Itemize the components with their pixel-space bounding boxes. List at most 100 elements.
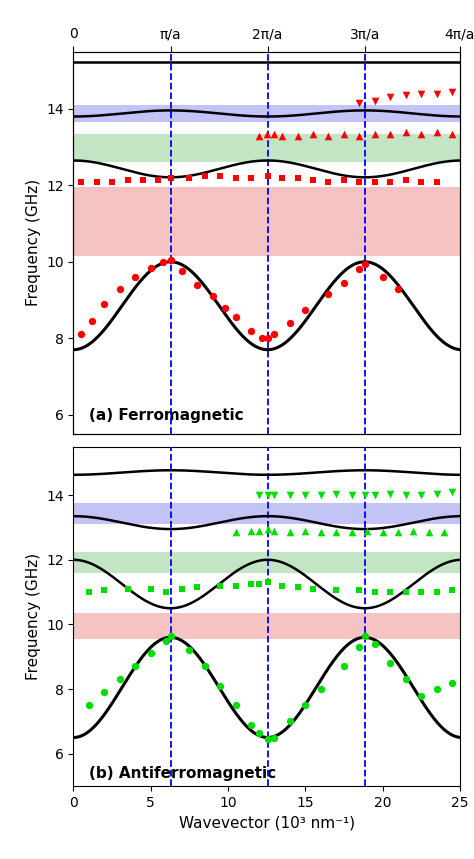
Point <box>361 488 369 502</box>
Point <box>264 732 272 746</box>
Point <box>178 582 185 596</box>
Point <box>232 698 239 712</box>
Point <box>433 682 440 696</box>
Point <box>332 487 340 501</box>
Point <box>255 577 263 591</box>
Point <box>167 253 174 267</box>
Point <box>116 673 124 686</box>
Point <box>340 127 347 141</box>
Point <box>232 526 239 539</box>
Point <box>232 310 239 324</box>
Point <box>317 526 325 539</box>
Point <box>217 169 224 183</box>
Point <box>402 673 410 686</box>
Point <box>340 660 347 673</box>
Point <box>247 524 255 538</box>
Point <box>309 127 317 141</box>
Point <box>167 629 174 643</box>
Point <box>410 524 417 538</box>
Point <box>402 88 410 102</box>
Point <box>286 488 293 502</box>
Point <box>394 282 402 295</box>
Point <box>340 173 347 186</box>
Point <box>264 332 272 345</box>
Point <box>386 585 394 599</box>
Point <box>417 585 425 599</box>
Point <box>309 582 317 596</box>
Point <box>167 171 174 185</box>
Point <box>232 579 239 593</box>
Point <box>247 324 255 338</box>
Point <box>263 127 270 141</box>
Point <box>402 125 410 138</box>
Point <box>379 526 386 539</box>
Point <box>116 282 124 295</box>
Point <box>100 297 108 311</box>
Point <box>139 173 147 186</box>
Point <box>325 174 332 188</box>
Point <box>332 583 340 597</box>
Point <box>356 640 363 654</box>
Point <box>155 173 162 186</box>
Point <box>264 169 272 183</box>
Point <box>264 576 272 589</box>
Point <box>294 171 301 185</box>
Bar <box>73 134 460 162</box>
Point <box>271 327 278 341</box>
Point <box>255 524 263 538</box>
Point <box>371 585 379 599</box>
Point <box>371 488 379 502</box>
Point <box>348 488 356 502</box>
Point <box>371 127 379 141</box>
Point <box>448 676 456 690</box>
Point <box>309 173 317 186</box>
Point <box>448 583 456 597</box>
Point <box>147 647 155 661</box>
Point <box>108 174 116 188</box>
Point <box>147 260 155 274</box>
Point <box>209 289 216 303</box>
Point <box>386 487 394 501</box>
Point <box>294 129 301 143</box>
Point <box>131 271 139 284</box>
Point <box>271 731 278 745</box>
Point <box>286 715 293 728</box>
Text: (a) Ferromagnetic: (a) Ferromagnetic <box>89 408 244 423</box>
Point <box>221 301 228 314</box>
Point <box>371 174 379 188</box>
Point <box>371 637 379 650</box>
Point <box>402 585 410 599</box>
Point <box>325 129 332 143</box>
X-axis label: Wavevector (10³ nm⁻¹): Wavevector (10³ nm⁻¹) <box>179 815 355 831</box>
Point <box>255 488 263 502</box>
Point <box>402 488 410 502</box>
Point <box>417 689 425 703</box>
Point <box>332 526 340 539</box>
Bar <box>73 613 460 639</box>
Y-axis label: Frequency (GHz): Frequency (GHz) <box>26 553 41 679</box>
Point <box>386 127 394 141</box>
Point <box>301 302 309 316</box>
Point <box>356 263 363 277</box>
Point <box>85 585 93 599</box>
Point <box>433 585 440 599</box>
Point <box>417 87 425 101</box>
Point <box>232 171 239 185</box>
Point <box>93 174 100 188</box>
Point <box>247 718 255 732</box>
Point <box>201 660 209 673</box>
Point <box>278 579 286 593</box>
Point <box>264 522 272 536</box>
Point <box>178 265 185 278</box>
Point <box>356 174 363 188</box>
Point <box>264 488 272 502</box>
Point <box>417 174 425 188</box>
Text: (b) Antiferromagnetic: (b) Antiferromagnetic <box>89 766 276 781</box>
Point <box>185 643 193 657</box>
Point <box>217 679 224 692</box>
Point <box>386 174 394 188</box>
Point <box>433 87 440 101</box>
Point <box>159 255 167 269</box>
Point <box>317 488 325 502</box>
Point <box>301 698 309 712</box>
